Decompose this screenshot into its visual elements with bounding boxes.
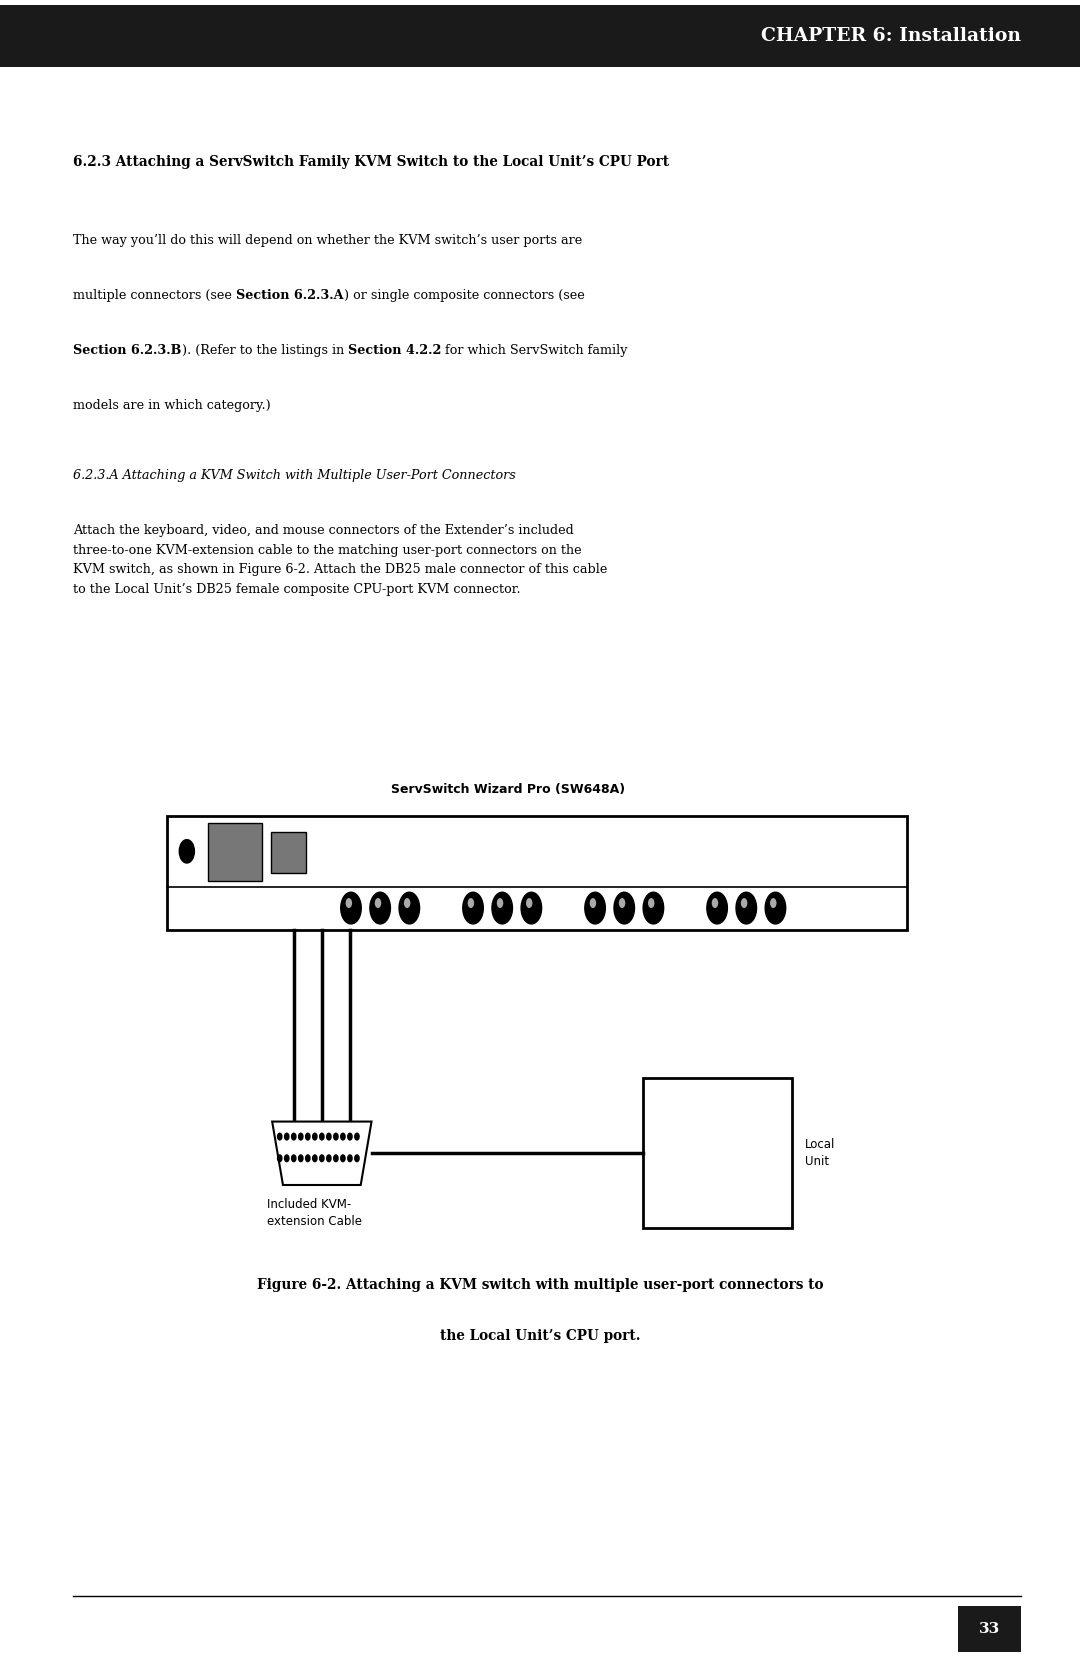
Circle shape	[354, 1155, 360, 1162]
Bar	[643, 1078, 792, 1228]
Circle shape	[615, 893, 635, 925]
Text: for which ServSwitch family: for which ServSwitch family	[442, 344, 627, 357]
Circle shape	[463, 893, 484, 925]
Circle shape	[770, 898, 777, 908]
Circle shape	[341, 1133, 346, 1140]
Circle shape	[292, 1133, 296, 1140]
Circle shape	[285, 1155, 289, 1162]
Circle shape	[334, 1155, 338, 1162]
Text: 33: 33	[978, 1622, 1000, 1636]
Bar	[0, 5, 1080, 67]
Circle shape	[712, 898, 718, 908]
Text: CHAPTER 6: Installation: CHAPTER 6: Installation	[760, 27, 1021, 45]
Circle shape	[306, 1133, 310, 1140]
Circle shape	[292, 1155, 296, 1162]
Text: Section 6.2.3.B: Section 6.2.3.B	[73, 344, 181, 357]
Circle shape	[327, 1155, 332, 1162]
Circle shape	[346, 898, 352, 908]
Text: the Local Unit’s CPU port.: the Local Unit’s CPU port.	[440, 1329, 640, 1342]
Circle shape	[299, 1133, 303, 1140]
Bar	[208, 823, 262, 881]
Bar	[271, 831, 306, 873]
Circle shape	[648, 898, 654, 908]
Circle shape	[766, 893, 786, 925]
Polygon shape	[272, 1122, 372, 1185]
Bar	[167, 816, 907, 930]
Circle shape	[526, 898, 532, 908]
Circle shape	[590, 898, 596, 908]
Circle shape	[369, 893, 391, 925]
Circle shape	[313, 1155, 318, 1162]
Text: 6.2.3 Attaching a ServSwitch Family KVM Switch to the Local Unit’s CPU Port: 6.2.3 Attaching a ServSwitch Family KVM …	[73, 155, 670, 169]
Circle shape	[404, 898, 410, 908]
Circle shape	[497, 898, 503, 908]
Text: Section 4.2.2: Section 4.2.2	[348, 344, 442, 357]
Text: ). (Refer to the listings in: ). (Refer to the listings in	[181, 344, 348, 357]
Circle shape	[375, 898, 381, 908]
Circle shape	[492, 893, 513, 925]
Circle shape	[341, 893, 361, 925]
Circle shape	[320, 1155, 324, 1162]
Circle shape	[285, 1133, 289, 1140]
Circle shape	[313, 1133, 318, 1140]
Text: Included KVM-
extension Cable: Included KVM- extension Cable	[267, 1198, 362, 1228]
Circle shape	[327, 1133, 332, 1140]
Text: Attach the keyboard, video, and mouse connectors of the Extender’s included
thre: Attach the keyboard, video, and mouse co…	[73, 524, 608, 596]
Circle shape	[354, 1133, 360, 1140]
Circle shape	[306, 1155, 310, 1162]
Text: ) or single composite connectors (see: ) or single composite connectors (see	[343, 289, 584, 302]
Text: models are in which category.): models are in which category.)	[73, 399, 271, 412]
Text: Local
Unit: Local Unit	[805, 1138, 835, 1168]
Circle shape	[348, 1133, 352, 1140]
Circle shape	[400, 893, 419, 925]
Circle shape	[737, 893, 757, 925]
Text: ServSwitch Wizard Pro (SW648A): ServSwitch Wizard Pro (SW648A)	[391, 783, 624, 796]
Circle shape	[334, 1133, 338, 1140]
Text: Section 6.2.3.A: Section 6.2.3.A	[237, 289, 343, 302]
Circle shape	[278, 1133, 282, 1140]
Circle shape	[278, 1155, 282, 1162]
Circle shape	[644, 893, 663, 925]
Circle shape	[468, 898, 474, 908]
Circle shape	[707, 893, 728, 925]
Circle shape	[619, 898, 625, 908]
Circle shape	[341, 1155, 346, 1162]
Circle shape	[299, 1155, 303, 1162]
Circle shape	[585, 893, 605, 925]
Bar	[958, 1606, 1021, 1652]
Circle shape	[522, 893, 542, 925]
Circle shape	[741, 898, 747, 908]
Text: Figure 6-2. Attaching a KVM switch with multiple user-port connectors to: Figure 6-2. Attaching a KVM switch with …	[257, 1278, 823, 1292]
Text: The way you’ll do this will depend on whether the KVM switch’s user ports are: The way you’ll do this will depend on wh…	[73, 234, 583, 247]
Circle shape	[179, 840, 194, 863]
Text: 6.2.3.A Attaching a KVM Switch with Multiple User-Port Connectors: 6.2.3.A Attaching a KVM Switch with Mult…	[73, 469, 516, 482]
Circle shape	[320, 1133, 324, 1140]
Text: multiple connectors (see: multiple connectors (see	[73, 289, 237, 302]
Circle shape	[348, 1155, 352, 1162]
